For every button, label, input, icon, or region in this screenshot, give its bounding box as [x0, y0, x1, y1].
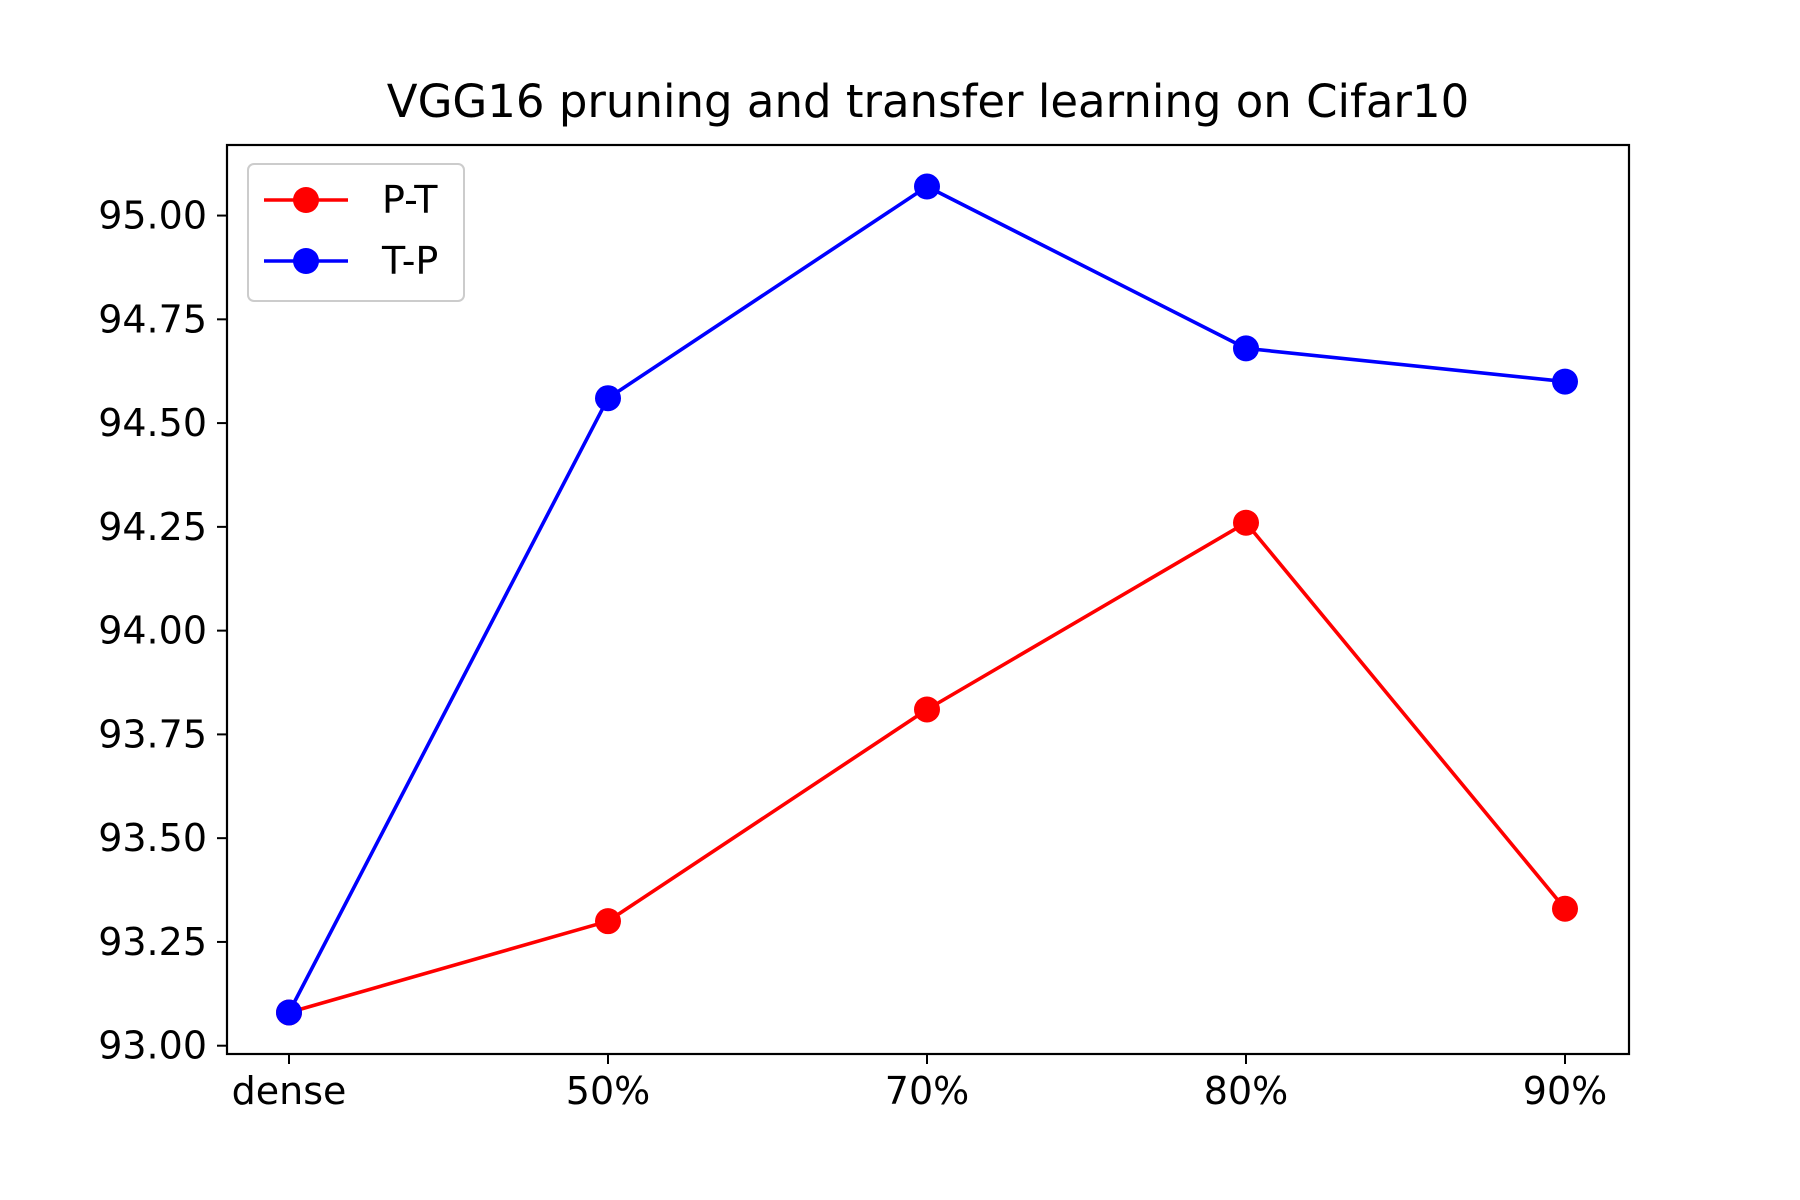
x-tick-label: dense	[232, 1069, 347, 1113]
data-point	[1233, 509, 1259, 536]
legend-swatch-marker	[293, 187, 319, 213]
chart-title: VGG16 pruning and transfer learning on C…	[387, 75, 1469, 128]
x-tick-label: 50%	[566, 1069, 650, 1113]
data-point	[914, 173, 940, 200]
y-tick-label: 93.75	[98, 712, 207, 756]
legend-swatch-marker	[293, 248, 319, 274]
legend-label: P-T	[382, 178, 438, 222]
y-tick-label: 94.25	[98, 505, 207, 549]
x-tick-label: 90%	[1523, 1069, 1607, 1113]
series-t-p	[276, 173, 1578, 1026]
data-point	[595, 385, 621, 412]
data-point	[1552, 368, 1578, 395]
series-layer	[276, 173, 1578, 1026]
x-tick-label: 80%	[1204, 1069, 1288, 1113]
x-tick-label: 70%	[885, 1069, 969, 1113]
legend: P-T T-P	[247, 163, 465, 302]
legend-label: T-P	[381, 239, 438, 283]
data-point	[276, 999, 302, 1026]
data-point	[914, 696, 940, 723]
y-axis: 93.00 93.25 93.50 93.75 94.00 94.25 94.50 94.75…	[98, 194, 227, 1068]
data-point	[1552, 895, 1578, 922]
data-point	[1233, 335, 1259, 362]
x-axis: dense 50% 70% 80% 90%	[232, 1054, 1607, 1113]
data-point	[595, 908, 621, 935]
y-tick-label: 94.00	[98, 609, 207, 653]
y-tick-label: 93.25	[98, 920, 207, 964]
y-tick-label: 93.00	[98, 1024, 207, 1068]
y-tick-label: 93.50	[98, 816, 207, 860]
y-tick-label: 95.00	[98, 194, 207, 238]
y-tick-label: 94.50	[98, 401, 207, 445]
y-tick-label: 94.75	[98, 297, 207, 341]
